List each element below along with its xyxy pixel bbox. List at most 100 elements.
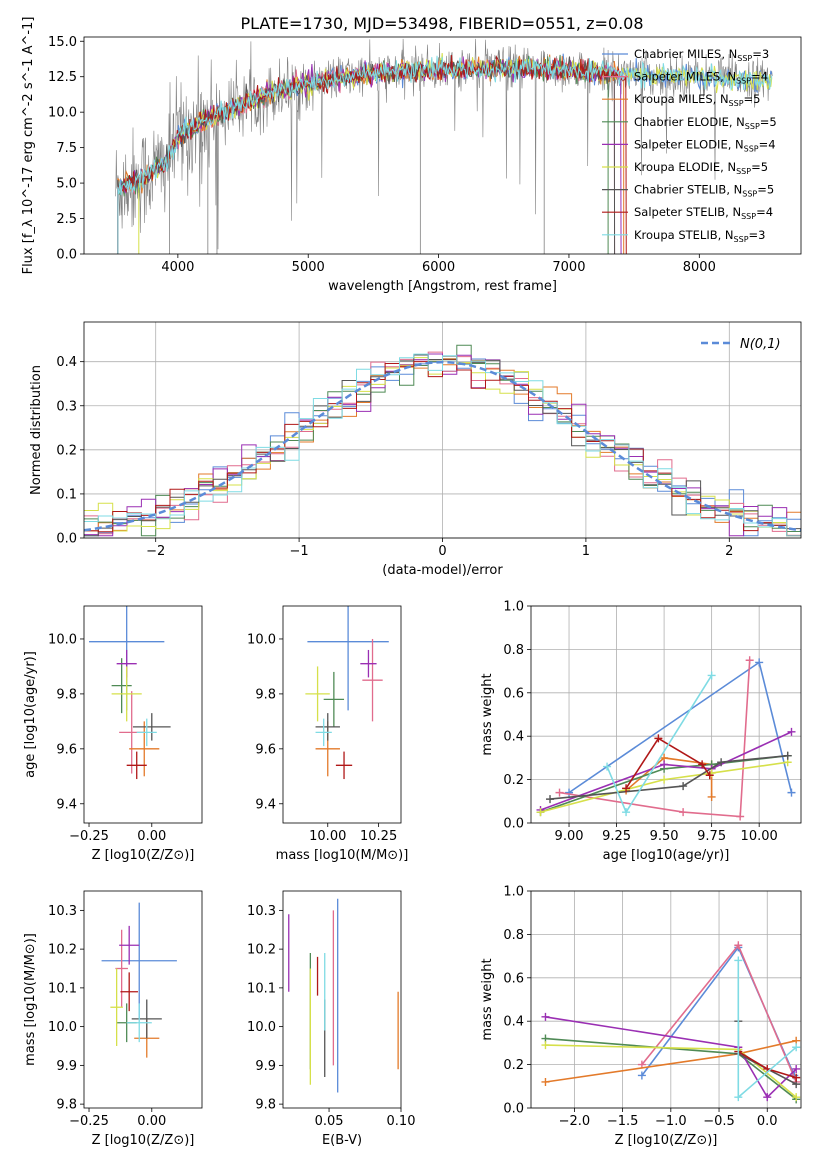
weight-marker [679,782,688,791]
y-tick-label: 5.0 [56,177,77,192]
x-tick-label: 9.00 [555,829,584,844]
x-tick-label: −0.5 [703,1114,735,1129]
model-fit-line [117,55,773,254]
y-tick-label: 12.5 [48,70,77,85]
y-tick-label: 10.1 [247,981,276,996]
plot-area [101,902,177,1058]
x-axis-label: Z [log10(Z/Z⊙)] [615,1133,718,1148]
y-tick-label: 9.4 [255,797,276,812]
plot-area [115,38,773,254]
x-tick-label: 5000 [292,260,325,275]
x-tick-label: −1.5 [607,1114,639,1129]
weight-marker [734,1093,743,1102]
x-tick-label: 0.10 [387,1114,416,1129]
y-tick-label: 1.0 [503,885,524,900]
weight-marker [763,1093,772,1102]
weight-marker [792,1093,801,1102]
plot-area [84,344,801,537]
x-axis-label: age [log10(age/yr)] [603,848,730,863]
x-tick-label: 9.75 [697,829,726,844]
x-tick-label: 0.05 [315,1114,344,1129]
y-tick-label: 10.2 [247,943,276,958]
x-tick-label: 10.00 [741,829,778,844]
x-tick-label: −0.25 [69,829,109,844]
weight-marker [541,1077,550,1086]
x-tick-label: 10.25 [360,829,397,844]
plot-area [89,606,171,780]
residual-histogram [84,353,801,537]
plot-area [536,656,796,821]
y-tick-label: 0.6 [503,686,524,701]
x-tick-label: −0.25 [69,1114,109,1129]
weight-line [540,761,788,813]
legend-entry: Chabrier MILES, NSSP=3 [634,47,769,63]
legend-entry: Salpeter ELODIE, NSSP=4 [634,137,776,153]
y-tick-label: 10.3 [48,904,77,919]
x-tick-label: −2 [146,544,165,559]
weight-marker [705,771,714,780]
weight-marker [565,788,574,797]
y-axis-label: mass weight [480,958,495,1040]
plot-area [305,606,389,780]
panel-mass_vs_EBV: 0.05 0.10 9.8 9.9 10.0 10.1 10.2 10.3 E(B-V) [247,890,416,1148]
x-tick-label: 2 [725,544,733,559]
legend-entry: Kroupa STELIB, NSSP=3 [634,228,765,244]
x-tick-label: 0.0 [757,1114,778,1129]
axes-frame [282,890,402,1109]
x-tick-label: 0 [438,544,446,559]
y-tick-label: 10.3 [247,904,276,919]
x-tick-label: −2.0 [559,1114,591,1129]
y-tick-label: 10.0 [247,1020,276,1035]
weight-marker [734,941,743,950]
weight-marker [603,762,612,771]
weight-marker [745,656,754,665]
weight-marker [734,956,743,965]
y-tick-label: 0.4 [56,355,77,370]
x-axis-label: (data-model)/error [382,563,503,578]
y-axis-label: age [log10(age/yr)] [23,651,38,778]
weight-marker [622,808,631,817]
y-tick-label: 15.0 [48,35,77,50]
y-tick-label: 10.2 [48,943,77,958]
x-tick-label: 4000 [161,260,194,275]
y-tick-label: 0.2 [56,443,77,458]
y-tick-label: 10.0 [247,632,276,647]
axes-frame [83,605,203,824]
y-tick-label: 9.9 [56,1059,77,1074]
y-tick-label: 0.4 [503,1015,524,1030]
weight-marker [736,812,745,821]
weight-marker [622,784,631,793]
weight-marker [717,758,726,767]
panel-age_vs_Z: −0.25 0.00 9.4 9.6 9.8 10.0 Z [log10(Z/Z⊙)] age… [23,605,203,863]
y-axis-label: mass weight [480,673,495,755]
y-axis-label: mass [log10(M/M⊙)] [23,933,38,1066]
y-tick-label: 0.0 [56,248,77,263]
weight-marker [546,795,555,804]
weight-marker [792,1073,801,1082]
x-tick-label: 7000 [552,260,585,275]
weight-line [625,737,711,789]
weight-marker [783,751,792,760]
y-tick-label: 0.0 [503,817,524,832]
y-tick-label: 0.0 [56,532,77,547]
x-axis-label: Z [log10(Z/Z⊙)] [92,848,195,863]
y-tick-label: 9.8 [56,687,77,702]
y-tick-label: 0.8 [503,928,524,943]
x-tick-label: 8000 [683,260,716,275]
x-tick-label: 0.00 [137,829,166,844]
legend-entry: Chabrier STELIB, NSSP=5 [634,183,774,199]
y-tick-label: 0.2 [503,1058,524,1073]
axes-frame [530,890,802,1109]
x-axis-label: wavelength [Angstrom, rest frame] [328,279,557,294]
weight-line [545,1016,797,1099]
weight-marker [541,1041,550,1050]
y-tick-label: 0.8 [503,643,524,658]
weight-marker [698,760,707,769]
x-tick-label: −1 [290,544,309,559]
y-tick-label: 2.5 [56,212,77,227]
figure-title: PLATE=1730, MJD=53498, FIBERID=0551, z=0… [240,14,643,33]
x-tick-label: 9.25 [602,829,631,844]
y-tick-label: 9.8 [255,1098,276,1113]
weight-marker [679,808,688,817]
